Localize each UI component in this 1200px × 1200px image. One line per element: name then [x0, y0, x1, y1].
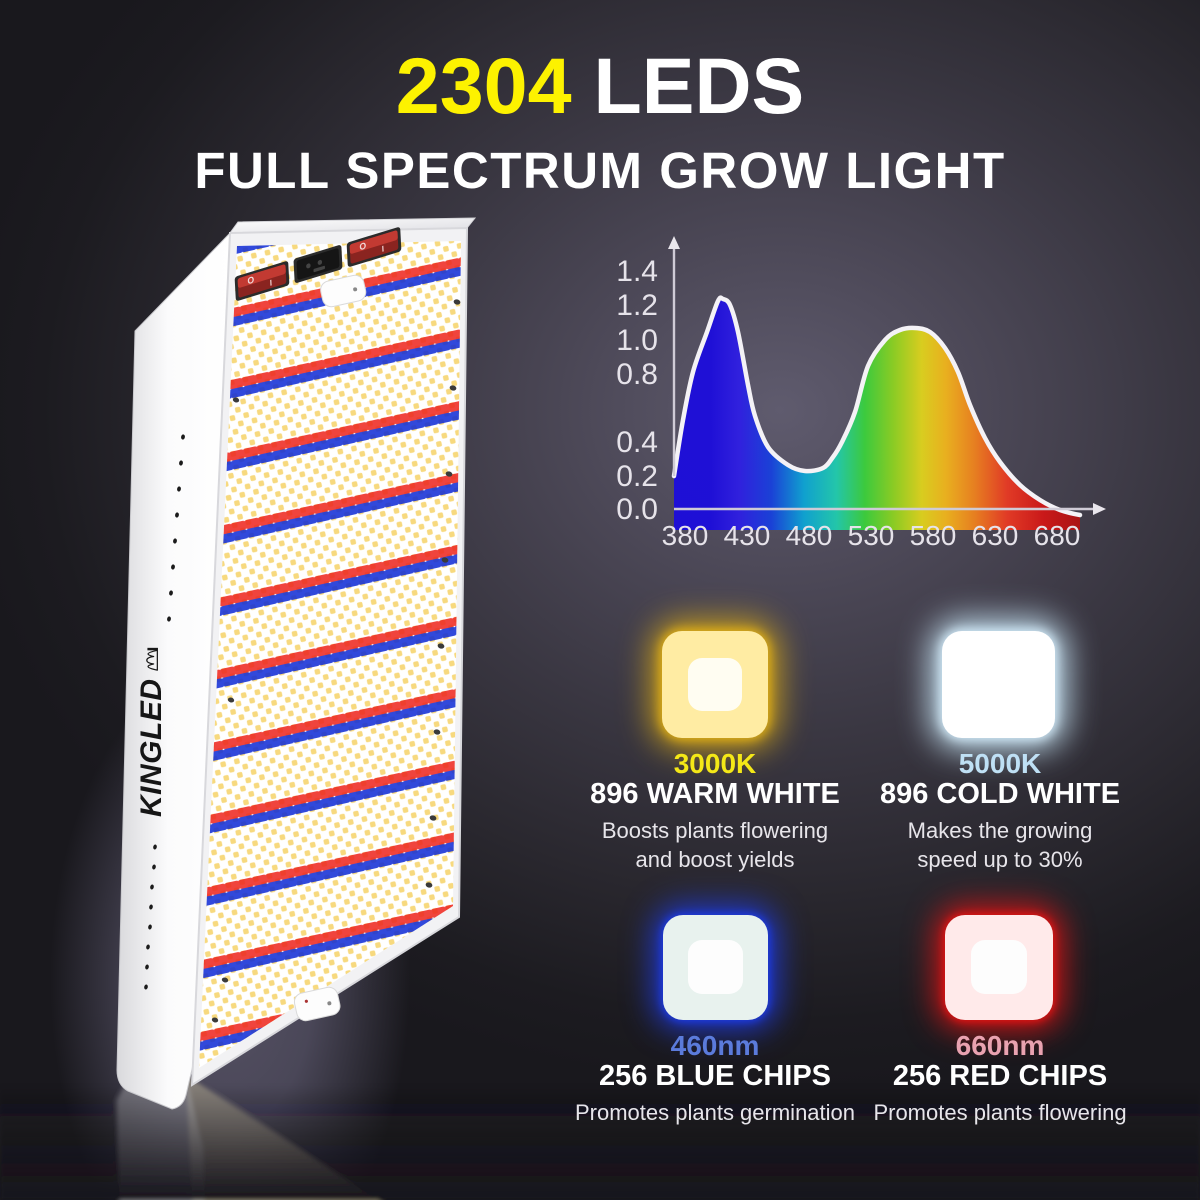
- svg-text:0.4: 0.4: [616, 426, 658, 459]
- svg-text:0.8: 0.8: [616, 358, 658, 391]
- svg-text:1.0: 1.0: [616, 324, 658, 357]
- svg-text:0.2: 0.2: [616, 460, 658, 493]
- svg-text:430: 430: [724, 520, 771, 551]
- svg-text:580: 580: [910, 520, 957, 551]
- svg-text:O: O: [247, 274, 254, 286]
- svg-text:O: O: [359, 240, 366, 252]
- svg-text:0.0: 0.0: [616, 493, 658, 526]
- svg-text:380: 380: [662, 520, 709, 551]
- svg-text:1.4: 1.4: [616, 255, 658, 288]
- svg-text:480: 480: [786, 520, 833, 551]
- svg-text:530: 530: [848, 520, 895, 551]
- svg-text:1.2: 1.2: [616, 289, 658, 322]
- svg-text:KINGLED: KINGLED: [135, 679, 168, 818]
- svg-text:630: 630: [972, 520, 1019, 551]
- svg-text:680: 680: [1034, 520, 1081, 551]
